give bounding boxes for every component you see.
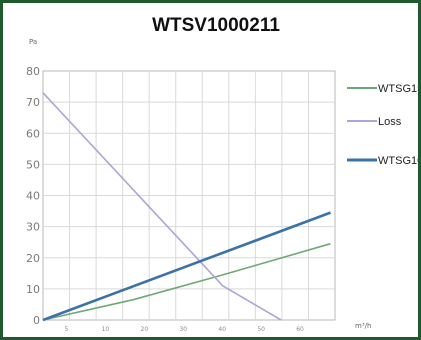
series-lines (42, 92, 331, 322)
x-tick-labels: 5 10 20 30 40 50 60 (65, 326, 305, 333)
x-tick-label: 60 (296, 326, 304, 333)
y-tick-label: 70 (26, 96, 40, 109)
x-tick-label: 50 (257, 326, 265, 333)
y-tick-label: 10 (26, 283, 40, 296)
x-tick-label: 30 (179, 326, 187, 333)
y-tick-label: 20 (26, 252, 40, 265)
y-tick-label: 60 (26, 127, 40, 140)
y-tick-label: 30 (26, 221, 40, 234)
legend-label-wtsg15: WTSG15 (378, 83, 418, 95)
legend-label-loss: Loss (378, 116, 402, 128)
x-axis-unit: m³/h (355, 322, 371, 330)
x-tick-label: 10 (102, 326, 110, 333)
series-line-loss (42, 92, 282, 321)
x-tick-label: 5 (65, 326, 69, 333)
y-tick-label: 0 (33, 314, 40, 327)
y-tick-label: 80 (26, 65, 40, 78)
legend-label-wtsg10: WTSG10 (378, 155, 418, 167)
x-tick-label: 40 (218, 326, 226, 333)
y-tick-label: 50 (26, 158, 40, 171)
chart-svg: WTSV1000211 Pa m³/h 0 10 20 30 40 50 60 70 80 5 1… (26, 15, 418, 333)
y-tick-label: 40 (26, 190, 40, 203)
legend: WTSG15 Loss WTSG10 (347, 83, 418, 167)
y-tick-labels: 0 10 20 30 40 50 60 70 80 (26, 65, 40, 327)
y-axis-unit: Pa (29, 38, 37, 46)
chart-title: WTSV1000211 (152, 15, 280, 36)
series-line-wtsg10 (42, 211, 331, 322)
grid-lines (43, 71, 335, 320)
x-tick-label: 20 (141, 326, 149, 333)
series-line-wtsg15 (42, 242, 331, 321)
